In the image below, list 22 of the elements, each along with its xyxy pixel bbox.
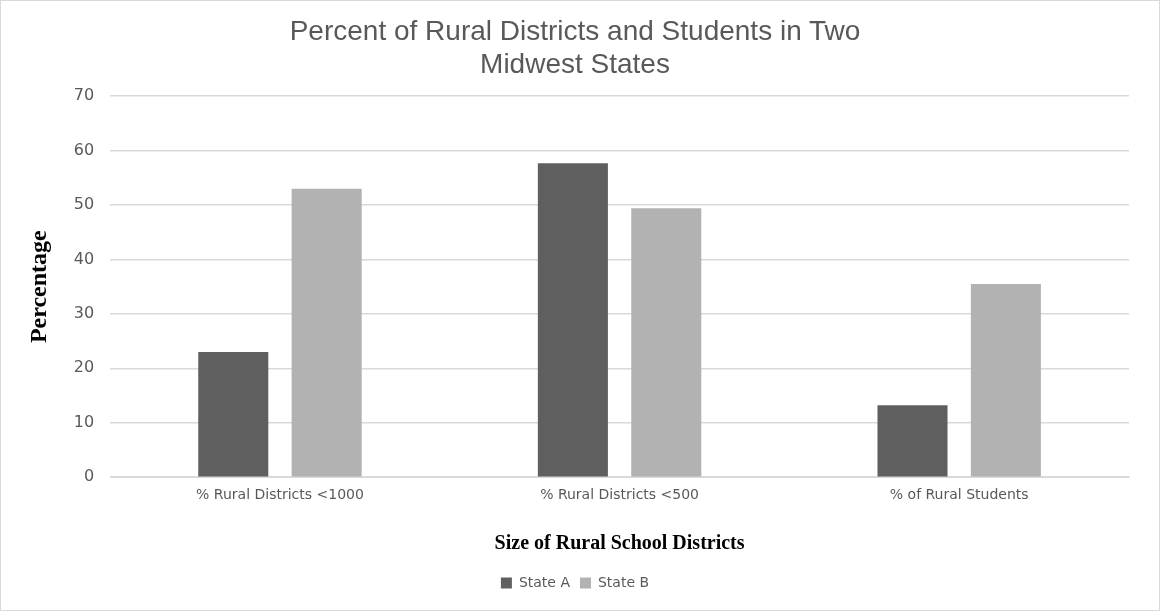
y-tick-label: 0	[83, 466, 95, 486]
bar	[198, 352, 269, 477]
y-axis-title: Percentage	[24, 229, 51, 344]
y-tick-label: 70	[73, 85, 95, 105]
x-tick-label: % Rural Districts <1000	[196, 486, 364, 503]
bar	[877, 405, 948, 477]
y-tick-label: 40	[73, 248, 95, 268]
bar	[291, 188, 362, 477]
chart-title: Percent of Rural Districts and Students in Two Midwest States	[289, 14, 861, 80]
bar	[537, 163, 608, 477]
y-tick-label: 20	[73, 357, 95, 377]
x-axis-title: Size of Rural School Districts	[494, 531, 745, 554]
x-tick-label: % Rural Districts <500	[540, 486, 700, 503]
bar	[631, 208, 702, 477]
legend-label: State A	[518, 573, 571, 590]
y-tick-label: 50	[73, 194, 95, 214]
legend-label: State B	[597, 573, 650, 590]
bar	[970, 283, 1041, 477]
y-tick-label: 10	[73, 411, 95, 431]
y-tick-label: 30	[73, 303, 95, 323]
y-tick-label: 60	[73, 139, 95, 159]
x-tick-label: % of Rural Students	[889, 486, 1029, 503]
